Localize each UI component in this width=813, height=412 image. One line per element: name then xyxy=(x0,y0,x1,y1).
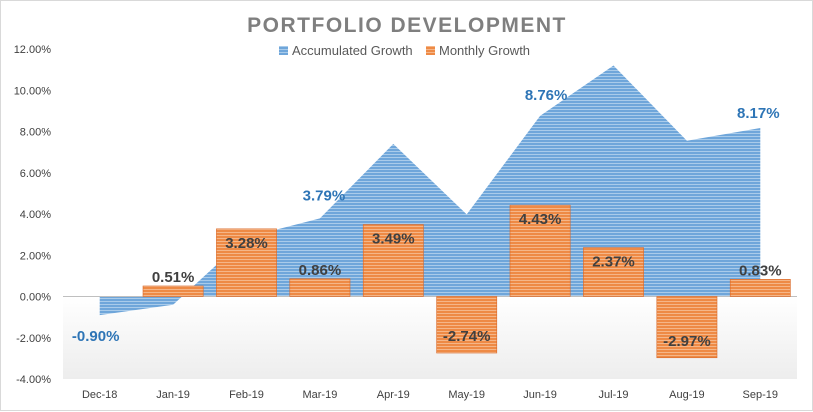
accumulated-growth-data-label: -0.90% xyxy=(72,328,120,345)
monthly-growth-data-label: 0.86% xyxy=(299,262,342,279)
x-tick-label: Aug-19 xyxy=(669,389,704,401)
monthly-growth-data-label: 3.28% xyxy=(225,235,268,252)
chart-title: PORTFOLIO DEVELOPMENT xyxy=(247,14,567,37)
y-tick-label: 0.00% xyxy=(20,292,51,304)
x-tick-label: Jan-19 xyxy=(156,389,190,401)
monthly-growth-data-label: 0.51% xyxy=(152,269,195,286)
x-tick-label: Jun-19 xyxy=(523,389,557,401)
accumulated-growth-area xyxy=(100,66,761,316)
legend-swatch xyxy=(279,46,288,55)
y-tick-label: 2.00% xyxy=(20,250,51,262)
x-tick-label: Feb-19 xyxy=(229,389,264,401)
x-tick-label: Dec-18 xyxy=(82,389,117,401)
x-tick-label: Sep-19 xyxy=(743,389,778,401)
y-tick-label: 8.00% xyxy=(20,127,51,139)
y-tick-label: -2.00% xyxy=(16,333,51,345)
plot-area: 12.00% 10.00% 8.00% 6.00% 4.00% 2.00% 0.00% -2.… xyxy=(14,44,797,401)
monthly-growth-data-label: 2.37% xyxy=(592,254,635,271)
monthly-growth-bar xyxy=(143,286,203,297)
legend-label: Monthly Growth xyxy=(439,43,530,58)
accumulated-growth-data-label: 8.76% xyxy=(525,87,568,104)
x-tick-label: Mar-19 xyxy=(302,389,337,401)
y-tick-label: 10.00% xyxy=(14,85,52,97)
accumulated-growth-data-label: 8.17% xyxy=(737,105,780,122)
y-tick-label: -4.00% xyxy=(16,374,51,386)
monthly-growth-data-label: 3.49% xyxy=(372,231,415,248)
x-tick-label: Apr-19 xyxy=(377,389,410,401)
y-tick-label: 6.00% xyxy=(20,168,51,180)
accumulated-growth-data-label: 3.79% xyxy=(303,187,346,204)
monthly-growth-bar xyxy=(290,279,350,297)
monthly-growth-data-label: -2.97% xyxy=(663,333,711,350)
x-tick-label: May-19 xyxy=(448,389,485,401)
legend-swatch xyxy=(426,46,435,55)
monthly-growth-data-label: -2.74% xyxy=(443,328,491,345)
monthly-growth-data-label: 4.43% xyxy=(519,211,562,228)
legend-label: Accumulated Growth xyxy=(292,43,413,58)
y-tick-label: 4.00% xyxy=(20,209,51,221)
y-tick-label: 12.00% xyxy=(14,44,52,56)
monthly-growth-bar xyxy=(730,279,790,296)
x-tick-label: Jul-19 xyxy=(599,389,629,401)
legend: Accumulated Growth Monthly Growth xyxy=(279,43,530,58)
monthly-growth-data-label: 0.83% xyxy=(739,262,782,279)
